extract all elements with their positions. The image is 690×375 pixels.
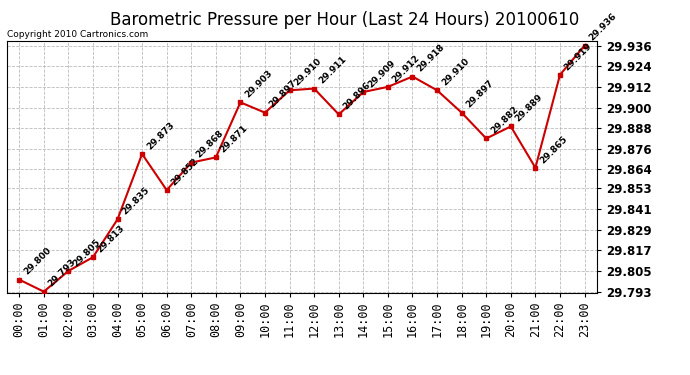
Text: 29.897: 29.897 bbox=[268, 79, 299, 110]
Text: 29.865: 29.865 bbox=[538, 134, 569, 165]
Text: 29.919: 29.919 bbox=[563, 41, 594, 72]
Text: 29.852: 29.852 bbox=[170, 156, 200, 188]
Text: 29.793: 29.793 bbox=[46, 258, 78, 289]
Text: 29.909: 29.909 bbox=[366, 58, 397, 89]
Text: 29.800: 29.800 bbox=[22, 246, 52, 277]
Text: 29.805: 29.805 bbox=[71, 237, 102, 268]
Text: 29.873: 29.873 bbox=[145, 120, 176, 151]
Text: Copyright 2010 Cartronics.com: Copyright 2010 Cartronics.com bbox=[7, 30, 148, 39]
Text: Barometric Pressure per Hour (Last 24 Hours) 20100610: Barometric Pressure per Hour (Last 24 Ho… bbox=[110, 11, 580, 29]
Text: 29.871: 29.871 bbox=[219, 124, 250, 154]
Text: 29.903: 29.903 bbox=[243, 69, 274, 100]
Text: 29.813: 29.813 bbox=[96, 224, 127, 255]
Text: 29.910: 29.910 bbox=[440, 57, 471, 87]
Text: 29.889: 29.889 bbox=[513, 93, 544, 124]
Text: 29.868: 29.868 bbox=[194, 129, 225, 160]
Text: 29.911: 29.911 bbox=[317, 55, 348, 86]
Text: 29.936: 29.936 bbox=[587, 12, 618, 43]
Text: 29.912: 29.912 bbox=[391, 53, 422, 84]
Text: 29.910: 29.910 bbox=[293, 57, 324, 87]
Text: 29.918: 29.918 bbox=[415, 43, 446, 74]
Text: 29.897: 29.897 bbox=[464, 79, 495, 110]
Text: 29.896: 29.896 bbox=[342, 81, 373, 112]
Text: 29.835: 29.835 bbox=[120, 186, 151, 217]
Text: 29.882: 29.882 bbox=[489, 105, 520, 136]
